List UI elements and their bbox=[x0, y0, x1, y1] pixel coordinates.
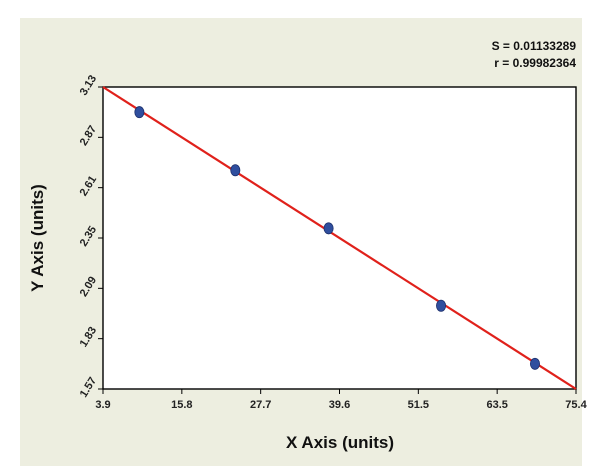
x-tick-label: 63.5 bbox=[486, 399, 507, 411]
data-point bbox=[529, 357, 540, 370]
data-points bbox=[134, 106, 540, 370]
x-tick-label: 3.9 bbox=[95, 399, 110, 411]
y-axis-title: Y Axis (units) bbox=[28, 184, 47, 292]
x-axis-title: X Axis (units) bbox=[286, 433, 394, 452]
fit-line bbox=[102, 86, 577, 390]
annotation-s-value: S = 0.01133289 bbox=[492, 39, 577, 53]
x-tick-label: 75.4 bbox=[565, 399, 587, 411]
data-point bbox=[134, 106, 145, 119]
x-tick-label: 27.7 bbox=[250, 399, 271, 411]
data-point bbox=[323, 222, 334, 235]
annotation-r-value: r = 0.99982364 bbox=[494, 56, 576, 70]
x-tick-label: 51.5 bbox=[408, 399, 429, 411]
x-tick-label: 39.6 bbox=[329, 399, 350, 411]
fit-line-layer bbox=[102, 86, 577, 390]
data-point bbox=[436, 299, 447, 312]
data-point bbox=[230, 164, 241, 177]
x-tick-label: 15.8 bbox=[171, 399, 192, 411]
